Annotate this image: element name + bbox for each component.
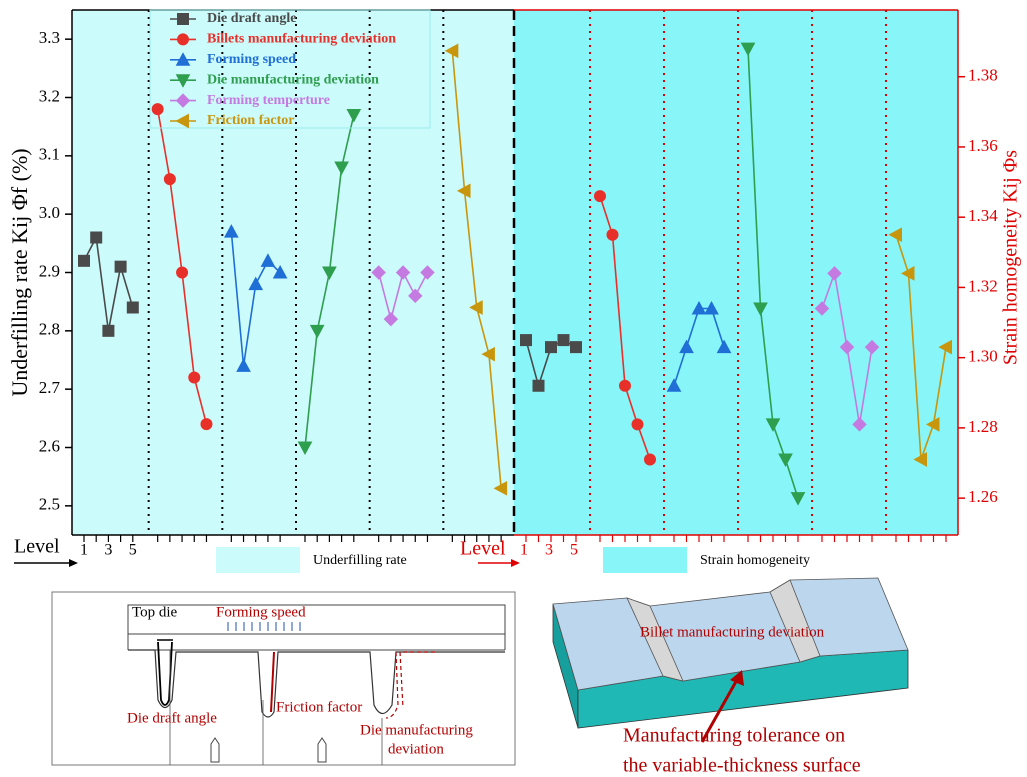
level-arrow-head — [511, 559, 520, 567]
data-point — [91, 232, 102, 243]
data-point — [595, 191, 606, 202]
panel-background — [72, 10, 514, 535]
data-point — [127, 302, 138, 313]
schematic-label: Die draft angle — [127, 710, 217, 726]
speed-arrows — [228, 622, 300, 631]
schematic-label: Forming speed — [216, 604, 306, 620]
x-tick-label: 1 — [80, 542, 88, 559]
schematic-label: Friction factor — [276, 699, 362, 715]
data-point — [152, 104, 163, 115]
y-tick-label: 3.3 — [39, 28, 60, 47]
data-point — [607, 229, 618, 240]
data-point — [115, 261, 126, 272]
legend-marker — [178, 14, 189, 25]
panel-legend-label: Strain homogeneity — [700, 553, 810, 568]
y-tick-label: 3.0 — [39, 203, 60, 222]
panel-legend-swatch — [603, 547, 687, 573]
data-point — [533, 380, 544, 391]
panel-background — [514, 10, 958, 535]
legend-label: Die manufacturing deviation — [207, 72, 379, 87]
data-point — [632, 419, 643, 430]
data-point — [571, 342, 582, 353]
y2-axis-label: Strain homogeneity Kij Φs — [1000, 150, 1022, 365]
x-axis-label: Level — [14, 536, 60, 558]
data-point — [189, 372, 200, 383]
panel-legend-swatch — [216, 547, 300, 573]
data-point — [164, 174, 175, 185]
y-tick-label: 2.8 — [39, 320, 60, 339]
y-tick-label: 2.9 — [39, 261, 60, 280]
x-tick-label: 1 — [520, 542, 528, 559]
y2-tick-label: 1.32 — [968, 276, 998, 295]
y2-tick-label: 1.30 — [968, 347, 998, 366]
y-axis-label: Underfilling rate Kij Φf (%) — [7, 148, 32, 396]
data-point — [201, 419, 212, 430]
schematic-label: Die manufacturing — [360, 722, 473, 738]
pin — [318, 738, 326, 762]
sketch-label: the variable-thickness surface — [623, 755, 861, 777]
x-tick-label: 3 — [545, 542, 553, 559]
data-point — [79, 255, 90, 266]
billet-sketch: Billet manufacturing deviation Manufactu… — [553, 578, 908, 777]
sketch-label: Billet manufacturing deviation — [640, 624, 825, 640]
y2-tick-label: 1.26 — [968, 487, 998, 506]
data-point — [620, 380, 631, 391]
legend-label: Friction factor — [207, 113, 294, 128]
y-tick-label: 3.2 — [39, 86, 60, 105]
schematic-label: Top die — [132, 604, 178, 620]
x-tick-label: 5 — [570, 542, 578, 559]
level-arrow-head — [69, 559, 78, 567]
legend-label: Forming speed — [207, 52, 296, 67]
top-die — [128, 605, 505, 634]
y2-tick-label: 1.38 — [968, 66, 998, 85]
legend-label: Die draft angle — [207, 11, 296, 26]
y2-tick-label: 1.34 — [968, 206, 998, 225]
panel-legend-label: Underfilling rate — [313, 553, 407, 568]
x-tick-label: 3 — [104, 542, 112, 559]
data-point — [546, 342, 557, 353]
data-point — [558, 335, 569, 346]
pin — [211, 738, 219, 762]
x-axis-label: Level — [460, 538, 506, 560]
friction-highlight — [271, 652, 274, 712]
die-schematic: Top die Forming speed Die draft angle Fr… — [52, 592, 515, 765]
data-point — [103, 325, 114, 336]
sketch-label: Manufacturing tolerance on — [623, 725, 845, 747]
data-point — [645, 454, 656, 465]
y-tick-label: 3.1 — [39, 145, 60, 164]
schematic-label: deviation — [388, 741, 444, 757]
y2-tick-label: 1.28 — [968, 417, 998, 436]
data-point — [177, 267, 188, 278]
page: {"chart_data": { "type": "line", "y_labe… — [0, 0, 1027, 777]
legend-label: Billets manufacturing deviation — [207, 32, 396, 47]
y-tick-label: 2.7 — [39, 378, 61, 397]
y-tick-label: 2.5 — [39, 495, 60, 514]
y-tick-label: 2.6 — [39, 436, 60, 455]
y2-tick-label: 1.36 — [968, 136, 998, 155]
x-tick-label: 5 — [129, 542, 137, 559]
figure: Top die Forming speed Die draft angle Fr… — [0, 0, 1027, 777]
legend-label: Forming temperture — [207, 93, 330, 108]
legend-marker — [178, 34, 189, 45]
data-point — [521, 335, 532, 346]
